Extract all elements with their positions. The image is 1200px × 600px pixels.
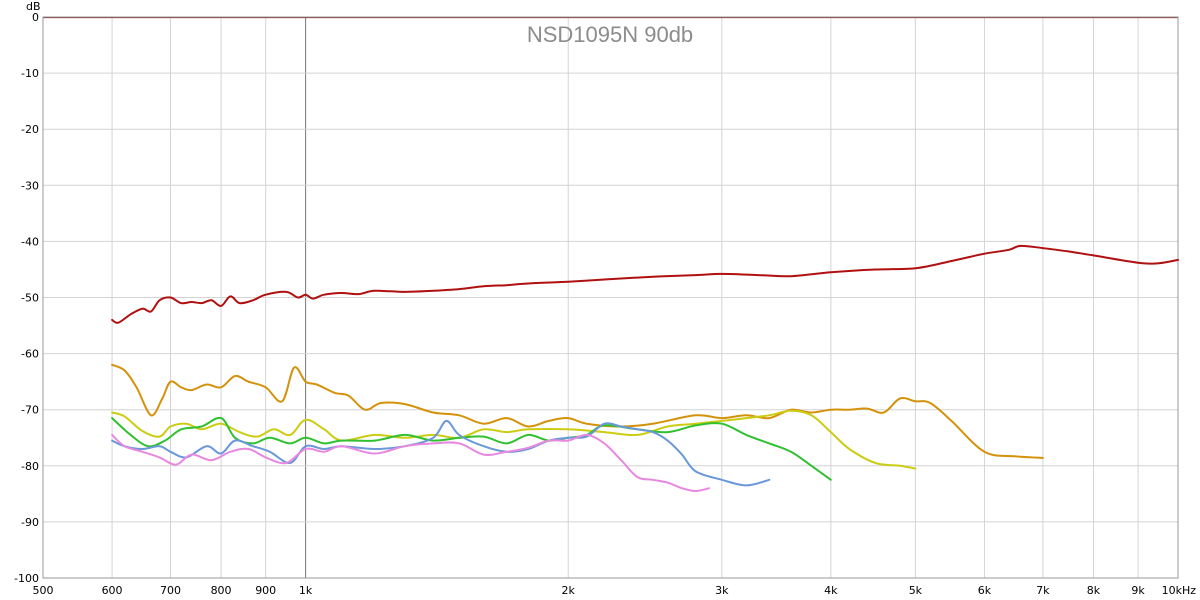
- y-tick-label: 0: [32, 11, 39, 24]
- series-line-5: [111, 419, 771, 487]
- x-tick-label: 700: [160, 584, 181, 597]
- y-tick-label: -100: [14, 572, 39, 585]
- series-line-6: [111, 433, 710, 492]
- x-tick-label: 2k: [562, 584, 576, 597]
- y-tick-label: -90: [21, 516, 39, 529]
- y-tick-label: -50: [21, 292, 39, 305]
- x-tick-label: 3k: [715, 584, 729, 597]
- y-tick-label: -30: [21, 179, 39, 192]
- x-tick-label: 5k: [909, 584, 923, 597]
- x-tick-label: 900: [255, 584, 276, 597]
- series-line-1: [111, 244, 1179, 324]
- x-tick-label: 6k: [978, 584, 992, 597]
- y-axis-unit-label: dB: [26, 0, 41, 13]
- y-tick-label: -60: [21, 348, 39, 361]
- series-line-2: [111, 363, 1044, 459]
- x-tick-label: 9k: [1131, 584, 1145, 597]
- chart-title: NSD1095N 90db: [527, 22, 693, 47]
- y-tick-label: -20: [21, 123, 39, 136]
- y-tick-label: -70: [21, 404, 39, 417]
- series-layer: [111, 244, 1179, 492]
- plot-area-border: [42, 16, 1179, 579]
- x-tick-label: 500: [33, 584, 54, 597]
- series-line-4: [111, 416, 832, 481]
- x-tick-label: 600: [102, 584, 123, 597]
- x-tick-label: 4k: [824, 584, 838, 597]
- x-tick-label: 8k: [1087, 584, 1101, 597]
- y-tick-label: -10: [21, 67, 39, 80]
- x-tick-label: 1k: [299, 584, 313, 597]
- x-tick-label: 10kHz: [1162, 584, 1197, 597]
- x-tick-label: 800: [211, 584, 232, 597]
- x-tick-label: 7k: [1036, 584, 1050, 597]
- y-tick-label: -40: [21, 235, 39, 248]
- y-tick-label: -80: [21, 460, 39, 473]
